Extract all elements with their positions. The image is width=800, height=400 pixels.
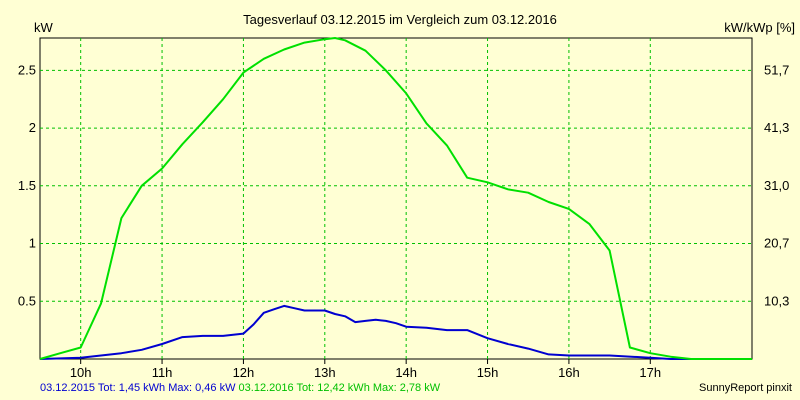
x-tick-label: 17h [639,365,661,380]
series-line-2016 [39,37,752,360]
y-tick-label-right: 20,7 [764,236,789,251]
tick-labels: 10h 11h 12h 13h 14h 15h 16h 17h 0.5 10,3 1 20,7 1.5 3… [18,62,789,380]
legend-entry-2016: 03.12.2016 Tot: 12,42 kWh Max: 2,78 kW [238,382,441,394]
y-tick-label-left: 1.5 [18,178,36,193]
x-tick-label: 11h [152,365,173,380]
x-tick-label: 10h [70,365,92,380]
y-tick-label-left: 2.5 [18,62,36,77]
legend-entry-2015: 03.12.2015 Tot: 1,45 kWh Max: 0,46 kW [40,382,236,394]
y-tick-label-left: 0.5 [18,293,36,308]
y-tick-label-right: 31,0 [764,178,789,193]
x-tick-label: 13h [314,365,336,380]
plot-area [39,37,753,360]
grid-lines [40,38,752,364]
series-lines [39,37,752,360]
x-tick-label: 14h [395,365,417,380]
y-tick-label-left: 1 [29,236,36,251]
series-line-2015 [39,304,691,360]
y-tick-label-right: 10,3 [764,293,789,308]
y-axis-label-left: kW [34,20,54,35]
y-tick-label-right: 41,3 [764,120,789,135]
x-tick-label: 15h [477,365,499,380]
x-tick-label: 12h [233,365,255,380]
y-tick-label-left: 2 [29,120,36,135]
credit-text: SunnyReport pinxit [699,382,792,394]
legend-footer: 03.12.2015 Tot: 1,45 kWh Max: 0,46 kW 03… [40,382,440,394]
x-tick-label: 16h [558,365,580,380]
y-axis-label-right: kW/kWp [%] [724,20,795,35]
chart-title: Tagesverlauf 03.12.2015 im Vergleich zum… [243,12,557,27]
y-tick-label-right: 51,7 [764,62,789,77]
